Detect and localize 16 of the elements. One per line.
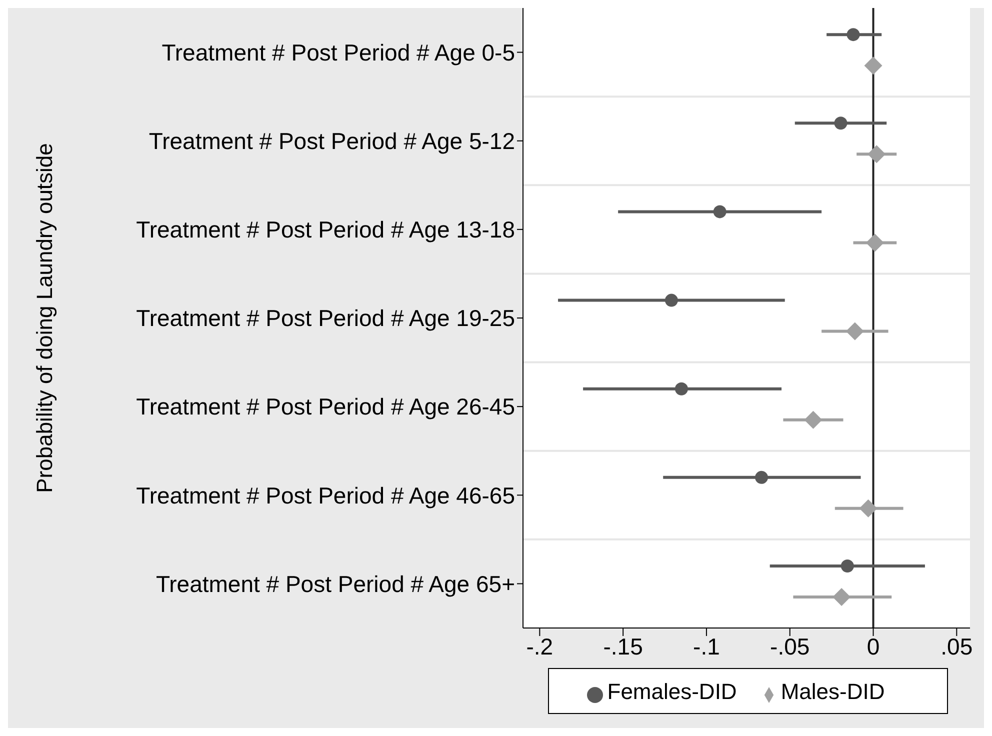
y-tick-label: Treatment # Post Period # Age 5-12 (148, 128, 515, 154)
y-tick-label: Treatment # Post Period # Age 13-18 (136, 216, 515, 243)
y-axis-title: Probability of doing Laundry outside (32, 143, 57, 493)
y-tick-label: Treatment # Post Period # Age 0-5 (162, 39, 515, 66)
x-tick-label: -.15 (603, 633, 643, 660)
y-tick-label: Treatment # Post Period # Age 19-25 (136, 305, 515, 332)
legend-label: Females-DID (607, 679, 737, 704)
y-tick-label: Treatment # Post Period # Age 26-45 (136, 394, 515, 420)
y-tick-label: Treatment # Post Period # Age 46-65 (136, 482, 515, 508)
x-tick-label: -.05 (770, 633, 810, 660)
x-tick-label: .05 (940, 633, 973, 660)
x-tick-label: -.1 (693, 633, 720, 660)
x-tick-label: 0 (866, 633, 880, 660)
x-tick-label: -.2 (526, 633, 554, 660)
legend-label: Males-DID (780, 679, 885, 704)
y-tick-label: Treatment # Post Period # Age 65+ (156, 570, 515, 597)
